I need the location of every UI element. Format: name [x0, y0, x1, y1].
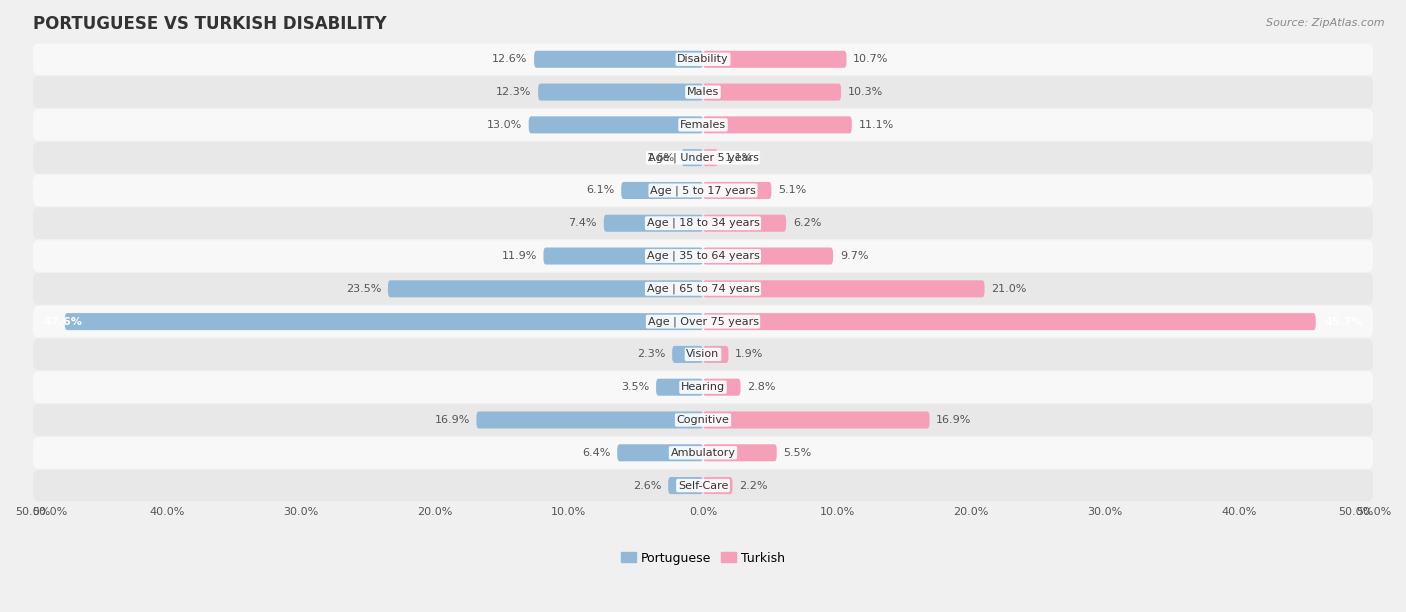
- Text: Self-Care: Self-Care: [678, 480, 728, 491]
- Text: 10.3%: 10.3%: [848, 87, 883, 97]
- FancyBboxPatch shape: [534, 51, 703, 68]
- Text: Age | 65 to 74 years: Age | 65 to 74 years: [647, 283, 759, 294]
- FancyBboxPatch shape: [703, 247, 832, 264]
- FancyBboxPatch shape: [32, 241, 1374, 272]
- FancyBboxPatch shape: [703, 444, 776, 461]
- FancyBboxPatch shape: [477, 411, 703, 428]
- FancyBboxPatch shape: [703, 346, 728, 363]
- Text: 13.0%: 13.0%: [486, 120, 522, 130]
- FancyBboxPatch shape: [65, 313, 703, 330]
- FancyBboxPatch shape: [32, 470, 1374, 501]
- FancyBboxPatch shape: [32, 306, 1374, 337]
- Text: 6.4%: 6.4%: [582, 448, 610, 458]
- FancyBboxPatch shape: [32, 207, 1374, 239]
- Text: 12.6%: 12.6%: [492, 54, 527, 64]
- Text: Source: ZipAtlas.com: Source: ZipAtlas.com: [1267, 18, 1385, 28]
- Text: 21.0%: 21.0%: [991, 284, 1026, 294]
- Text: 1.9%: 1.9%: [735, 349, 763, 359]
- Text: Age | 5 to 17 years: Age | 5 to 17 years: [650, 185, 756, 196]
- FancyBboxPatch shape: [32, 273, 1374, 305]
- Text: 6.2%: 6.2%: [793, 218, 821, 228]
- Text: 2.8%: 2.8%: [747, 382, 776, 392]
- Text: Vision: Vision: [686, 349, 720, 359]
- FancyBboxPatch shape: [621, 182, 703, 199]
- FancyBboxPatch shape: [32, 437, 1374, 469]
- Text: 1.1%: 1.1%: [724, 152, 752, 163]
- FancyBboxPatch shape: [703, 215, 786, 232]
- Text: 3.5%: 3.5%: [621, 382, 650, 392]
- Text: 16.9%: 16.9%: [434, 415, 470, 425]
- Text: 5.1%: 5.1%: [778, 185, 806, 195]
- FancyBboxPatch shape: [682, 149, 703, 166]
- Text: Females: Females: [681, 120, 725, 130]
- FancyBboxPatch shape: [32, 76, 1374, 108]
- FancyBboxPatch shape: [703, 411, 929, 428]
- FancyBboxPatch shape: [703, 379, 741, 396]
- Text: Age | 18 to 34 years: Age | 18 to 34 years: [647, 218, 759, 228]
- Text: 11.1%: 11.1%: [859, 120, 894, 130]
- FancyBboxPatch shape: [703, 280, 984, 297]
- FancyBboxPatch shape: [703, 116, 852, 133]
- FancyBboxPatch shape: [32, 142, 1374, 173]
- Text: 23.5%: 23.5%: [346, 284, 381, 294]
- FancyBboxPatch shape: [32, 109, 1374, 141]
- FancyBboxPatch shape: [703, 477, 733, 494]
- Text: 5.5%: 5.5%: [783, 448, 811, 458]
- Legend: Portuguese, Turkish: Portuguese, Turkish: [621, 551, 785, 565]
- Text: Age | 35 to 64 years: Age | 35 to 64 years: [647, 251, 759, 261]
- FancyBboxPatch shape: [703, 149, 717, 166]
- FancyBboxPatch shape: [603, 215, 703, 232]
- Text: Males: Males: [688, 87, 718, 97]
- Text: 16.9%: 16.9%: [936, 415, 972, 425]
- FancyBboxPatch shape: [703, 84, 841, 100]
- Text: 2.2%: 2.2%: [740, 480, 768, 491]
- Text: 50.0%: 50.0%: [32, 507, 67, 517]
- Text: Cognitive: Cognitive: [676, 415, 730, 425]
- Text: 47.6%: 47.6%: [44, 316, 82, 327]
- FancyBboxPatch shape: [703, 51, 846, 68]
- FancyBboxPatch shape: [529, 116, 703, 133]
- FancyBboxPatch shape: [32, 371, 1374, 403]
- Text: 45.7%: 45.7%: [1324, 316, 1362, 327]
- FancyBboxPatch shape: [388, 280, 703, 297]
- FancyBboxPatch shape: [544, 247, 703, 264]
- FancyBboxPatch shape: [32, 405, 1374, 436]
- Text: 1.6%: 1.6%: [647, 152, 675, 163]
- FancyBboxPatch shape: [32, 43, 1374, 75]
- Text: Age | Over 75 years: Age | Over 75 years: [648, 316, 758, 327]
- FancyBboxPatch shape: [668, 477, 703, 494]
- Text: Ambulatory: Ambulatory: [671, 448, 735, 458]
- FancyBboxPatch shape: [703, 182, 772, 199]
- FancyBboxPatch shape: [672, 346, 703, 363]
- Text: Hearing: Hearing: [681, 382, 725, 392]
- Text: 6.1%: 6.1%: [586, 185, 614, 195]
- Text: 50.0%: 50.0%: [1339, 507, 1374, 517]
- Text: 2.6%: 2.6%: [633, 480, 661, 491]
- Text: PORTUGUESE VS TURKISH DISABILITY: PORTUGUESE VS TURKISH DISABILITY: [32, 15, 387, 33]
- Text: Age | Under 5 years: Age | Under 5 years: [648, 152, 758, 163]
- FancyBboxPatch shape: [703, 313, 1316, 330]
- FancyBboxPatch shape: [617, 444, 703, 461]
- FancyBboxPatch shape: [32, 174, 1374, 206]
- Text: 2.3%: 2.3%: [637, 349, 665, 359]
- Text: 9.7%: 9.7%: [839, 251, 869, 261]
- Text: Disability: Disability: [678, 54, 728, 64]
- Text: 11.9%: 11.9%: [502, 251, 537, 261]
- FancyBboxPatch shape: [657, 379, 703, 396]
- FancyBboxPatch shape: [538, 84, 703, 100]
- Text: 12.3%: 12.3%: [496, 87, 531, 97]
- Text: 10.7%: 10.7%: [853, 54, 889, 64]
- FancyBboxPatch shape: [32, 338, 1374, 370]
- Text: 7.4%: 7.4%: [568, 218, 598, 228]
